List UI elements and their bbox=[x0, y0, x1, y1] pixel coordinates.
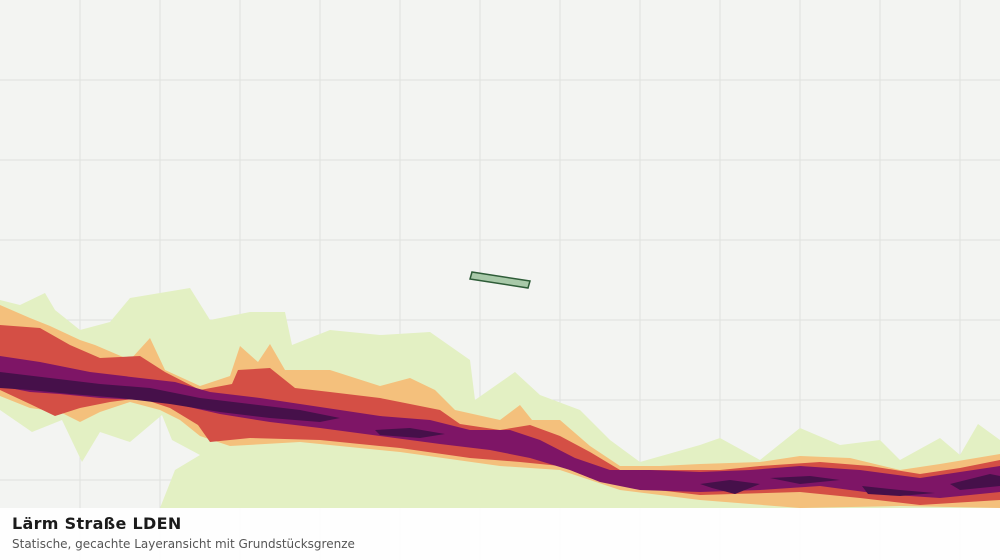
parcel-boundary[interactable] bbox=[469, 271, 531, 289]
noise-zone-high bbox=[0, 325, 1000, 505]
noise-layer bbox=[0, 288, 1000, 508]
noise-zone-extreme bbox=[0, 372, 1000, 496]
noise-zone-low bbox=[0, 288, 1000, 508]
noise-zone-mid bbox=[0, 305, 1000, 508]
map-subtitle: Statische, gecachte Layeransicht mit Gru… bbox=[12, 537, 355, 551]
noise-zone-very-high bbox=[0, 356, 1000, 498]
map-title: Lärm Straße LDEN bbox=[12, 514, 182, 533]
caption-panel bbox=[0, 508, 1000, 560]
